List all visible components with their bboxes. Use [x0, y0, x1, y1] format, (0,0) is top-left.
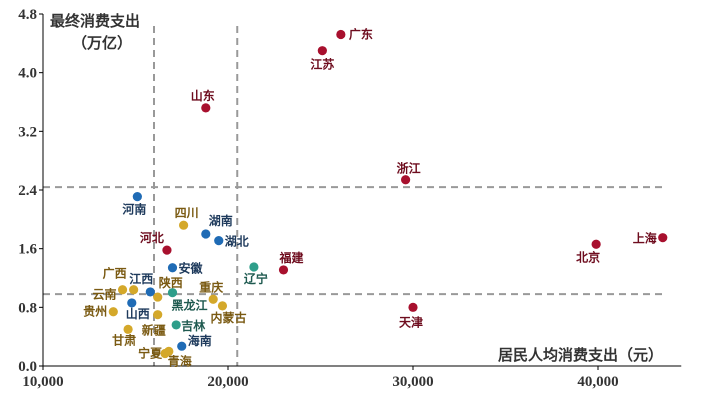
- data-label: 四川: [175, 206, 199, 220]
- data-label: 陕西: [159, 275, 183, 290]
- data-label: 天津: [399, 314, 423, 329]
- data-point: [249, 262, 259, 272]
- data-label: 新疆: [142, 323, 166, 338]
- data-point: [153, 292, 163, 302]
- data-label: 福建: [278, 250, 304, 265]
- data-label: 吉林: [181, 318, 205, 333]
- data-label: 河南: [121, 202, 146, 217]
- x-axis-title: 居民人均消费支出（元）: [498, 346, 663, 364]
- data-point: [201, 229, 211, 239]
- data-point: [208, 294, 218, 304]
- data-point: [401, 175, 411, 185]
- x-tick-label: 20,000: [207, 374, 248, 390]
- data-point: [408, 302, 418, 312]
- data-label: 贵州: [83, 304, 107, 319]
- data-label: 甘肃: [112, 332, 136, 347]
- data-label: 宁夏: [138, 346, 163, 361]
- data-point: [214, 236, 224, 246]
- x-tick-label: 30,000: [392, 374, 433, 390]
- data-point: [201, 103, 211, 113]
- data-point: [317, 46, 327, 56]
- data-point: [153, 310, 163, 320]
- axes: 0.0 0.8 1.6 2.4 3.2 4.0 4.8 10,000 20,000 30,000 4…: [18, 7, 682, 390]
- data-point: [108, 307, 118, 317]
- data-label: 湖北: [225, 234, 249, 249]
- data-point: [171, 320, 181, 330]
- y-tick-label: 0.0: [18, 359, 37, 375]
- data-label: 江苏: [310, 57, 334, 72]
- data-point: [167, 263, 178, 273]
- data-label: 重庆: [199, 279, 223, 294]
- y-tick-label: 0.8: [18, 300, 37, 316]
- data-point: [132, 192, 142, 202]
- y-tick-label: 1.6: [18, 242, 37, 258]
- data-point: [123, 324, 133, 334]
- data-label: 北京: [576, 249, 600, 264]
- data-point: [591, 239, 601, 249]
- x-tick-label: 10,000: [22, 374, 63, 390]
- data-point: [179, 220, 189, 230]
- y-tick-label: 2.4: [18, 183, 37, 199]
- y-tick-label: 4.8: [18, 7, 37, 23]
- data-label: 广东: [349, 27, 373, 42]
- data-point: [658, 233, 668, 243]
- data-label: 山西: [126, 306, 150, 321]
- data-point: [129, 285, 139, 295]
- data-point: [145, 287, 155, 297]
- data-point: [217, 301, 228, 311]
- data-point: [127, 298, 137, 308]
- data-label: 青海: [168, 353, 192, 368]
- data-label: 云南: [93, 287, 117, 302]
- y-tick-label: 4.0: [18, 66, 37, 82]
- data-label: 安徽: [179, 261, 204, 276]
- data-label: 内蒙古: [210, 310, 246, 325]
- data-label: 上海: [633, 231, 657, 246]
- data-label: 广西: [103, 266, 127, 281]
- data-label: 山东: [191, 88, 215, 103]
- y-tick-label: 3.2: [18, 124, 37, 140]
- y-axis-title: 最终消费支出: [50, 12, 140, 30]
- data-label: 江西: [129, 271, 153, 286]
- data-point: [162, 245, 172, 255]
- data-label: 海南: [188, 333, 212, 348]
- data-label: 辽宁: [244, 271, 268, 286]
- data-label: 河北: [139, 230, 164, 245]
- data-point: [336, 29, 346, 40]
- y-axis-unit: （万亿）: [72, 34, 132, 52]
- data-point: [177, 341, 187, 351]
- data-point: [278, 265, 289, 275]
- data-point: [117, 285, 128, 295]
- data-label: 湖南: [209, 213, 233, 228]
- reference-lines: [43, 26, 663, 366]
- data-label: 黑龙江: [172, 298, 208, 313]
- data-point: [167, 288, 178, 298]
- x-tick-label: 40,000: [577, 374, 618, 390]
- data-point: [164, 346, 174, 356]
- data-label: 浙江: [397, 161, 421, 176]
